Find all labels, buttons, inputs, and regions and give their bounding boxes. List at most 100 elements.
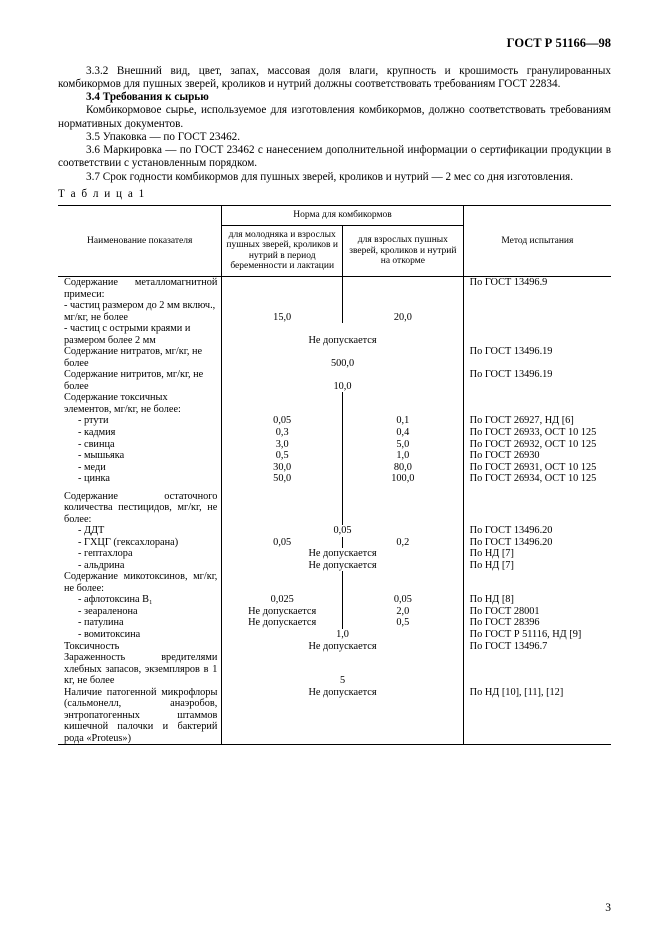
cell-name-text: - ртути [64,415,217,427]
cell-method [463,323,611,346]
cell-val: 0,5 [222,450,343,462]
table-row: - частиц размером до 2 мм включ., мг/кг,… [58,300,611,323]
cell-method: По ГОСТ 26927, НД [6] [463,415,611,427]
table-row: - вомитоксина 1,0 По ГОСТ Р 51116, НД [9… [58,629,611,641]
cell-method: По ГОСТ 26930 [463,450,611,462]
cell-val: 0,4 [343,427,464,439]
table-row: - цинка 50,0 100,0 По ГОСТ 26934, ОСТ 10… [58,473,611,485]
cell-method: По ГОСТ 28001 [463,606,611,618]
cell-method: По ГОСТ 13496.20 [463,537,611,549]
cell-name: Содержание металломагнитной примеси: [58,277,222,301]
body-text: 3.3.2 Внешний вид, цвет, запах, массовая… [58,65,611,184]
table-row: - зеараленона Не допускается 2,0 По ГОСТ… [58,606,611,618]
cell-name: Токсичность [58,641,222,653]
cell-method [463,652,611,687]
para-36: 3.6 Маркировка — по ГОСТ 23462 с нанесен… [58,144,611,170]
cell-val: 0,05 [222,415,343,427]
th-norm-a: для молодняка и взрослых пушных зверей, … [222,225,343,277]
cell-name-text: - ДДТ [64,525,217,537]
cell-val [222,277,343,301]
cell-val: 80,0 [343,462,464,474]
cell-method: По ГОСТ 13496.20 [463,525,611,537]
cell-name: Содержание микотоксинов, мг/кг, не более… [58,571,222,594]
table-row: Содержание микотоксинов, мг/кг, не более… [58,571,611,594]
cell-val: 5,0 [343,439,464,451]
cell-val: 50,0 [222,473,343,485]
table-row: - мышьяка 0,5 1,0 По ГОСТ 26930 [58,450,611,462]
cell-val: 0,05 [343,594,464,606]
table-row: - альдрина Не допускается По НД [7] [58,560,611,572]
cell-val: Не допускается [222,617,343,629]
cell-name-text: - гептахлора [64,548,217,560]
cell-method: По ГОСТ 26932, ОСТ 10 125 [463,439,611,451]
cell-name-text: - меди [64,462,217,474]
cell-val: Не допускается [222,323,463,346]
cell-name: Содержание нитратов, мг/кг, не более [58,346,222,369]
cell-val: 3,0 [222,439,343,451]
cell-name: Содержание остаточного количества пестиц… [58,491,222,526]
cell-val: Не допускается [222,548,463,560]
cell-val: 500,0 [222,346,463,369]
th-name: Наименование показателя [58,205,222,276]
cell-name-text: - вомитоксина [64,629,217,641]
cell-method: По ГОСТ 26933, ОСТ 10 125 [463,427,611,439]
cell-name: - ртути [58,415,222,427]
table-row: Содержание металломагнитной примеси: По … [58,277,611,301]
cell-method: По ГОСТ 28396 [463,617,611,629]
cell-val: 2,0 [343,606,464,618]
cell-name: - частиц с острыми краями и размером бол… [58,323,222,346]
cell-name: Содержание токсичных элементов, мг/кг, н… [58,392,222,415]
doc-code: ГОСТ Р 51166—98 [58,36,611,51]
cell-val: 30,0 [222,462,343,474]
table-row: - патулина Не допускается 0,5 По ГОСТ 28… [58,617,611,629]
table-row: - меди 30,0 80,0 По ГОСТ 26931, ОСТ 10 1… [58,462,611,474]
para-34-body: Комбикормовое сырье, используемое для из… [58,104,611,130]
cell-val: 0,1 [343,415,464,427]
para-35: 3.5 Упаковка — по ГОСТ 23462. [58,131,611,144]
table-row: Содержание нитритов, мг/кг, не более 10,… [58,369,611,392]
table-row: Содержание токсичных элементов, мг/кг, н… [58,392,611,415]
cell-val: Не допускается [222,560,463,572]
table-row: - свинца 3,0 5,0 По ГОСТ 26932, ОСТ 10 1… [58,439,611,451]
cell-name-text: - афлотоксина B₁ [64,594,217,606]
data-table: Наименование показателя Норма для комбик… [58,205,611,745]
table-row: Зараженность вредителями хлебных запасов… [58,652,611,687]
cell-method: По ГОСТ 13496.19 [463,346,611,369]
th-method: Метод испытания [463,205,611,276]
cell-val: 0,025 [222,594,343,606]
cell-val: 0,3 [222,427,343,439]
cell-name-text: - мышьяка [64,450,217,462]
cell-val: 15,0 [222,300,343,323]
cell-name: Содержание нитритов, мг/кг, не более [58,369,222,392]
table-row: - ртути 0,05 0,1 По ГОСТ 26927, НД [6] [58,415,611,427]
cell-method: По НД [10], [11], [12] [463,687,611,745]
cell-method: По ГОСТ 13496.7 [463,641,611,653]
cell-val: 0,2 [343,537,464,549]
cell-name: Зараженность вредителями хлебных запасов… [58,652,222,687]
table-row: Токсичность Не допускается По ГОСТ 13496… [58,641,611,653]
cell-val: 10,0 [222,369,463,392]
cell-name-text: - свинца [64,439,217,451]
table-row: Содержание остаточного количества пестиц… [58,491,611,526]
para-37: 3.7 Срок годности комбикормов для пушных… [58,171,611,184]
table-row: Наличие патогенной микрофлоры (сальмонел… [58,687,611,745]
table-row: Содержание нитратов, мг/кг, не более 500… [58,346,611,369]
cell-val: 5 [222,652,463,687]
cell-method: По ГОСТ 26931, ОСТ 10 125 [463,462,611,474]
cell-method [463,300,611,323]
cell-val: Не допускается [222,687,463,745]
cell-val: 1,0 [222,629,463,641]
table-row: - кадмия 0,3 0,4 По ГОСТ 26933, ОСТ 10 1… [58,427,611,439]
cell-val: 0,05 [222,525,463,537]
para-332: 3.3.2 Внешний вид, цвет, запах, массовая… [58,65,611,91]
th-norm-b: для взрослых пушных зверей, кроликов и н… [343,225,464,277]
cell-name-text: - альдрина [64,560,217,572]
table-row: - гептахлора Не допускается По НД [7] [58,548,611,560]
cell-method: По ГОСТ 13496.19 [463,369,611,392]
cell-name: - частиц размером до 2 мм включ., мг/кг,… [58,300,222,323]
cell-name-text: - патулина [64,617,217,629]
table-row: - ГХЦГ (гексахлорана) 0,05 0,2 По ГОСТ 1… [58,537,611,549]
cell-name-text: - зеараленона [64,606,217,618]
cell-method: По ГОСТ 13496.9 [463,277,611,301]
cell-val [343,277,464,301]
